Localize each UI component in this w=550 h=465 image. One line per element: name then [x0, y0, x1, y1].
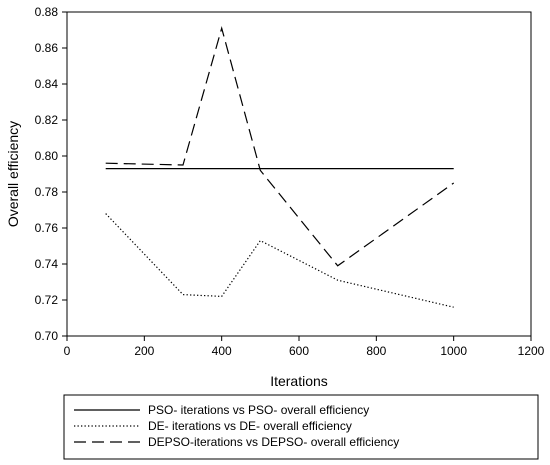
x-axis-title: Iterations — [270, 373, 328, 389]
y-tick-label: 0.76 — [35, 221, 59, 235]
x-tick-label: 800 — [366, 344, 386, 358]
series-line-dashed — [105, 25, 455, 267]
legend: PSO- iterations vs PSO- overall efficien… — [63, 394, 539, 460]
x-tick-label: 0 — [64, 344, 71, 358]
legend-label: DEPSO-iterations vs DEPSO- overall effic… — [148, 435, 399, 449]
x-tick-label: 200 — [134, 344, 154, 358]
x-tick-label: 1200 — [518, 344, 545, 358]
legend-items: PSO- iterations vs PSO- overall efficien… — [74, 403, 399, 449]
series-lines — [105, 25, 455, 308]
x-axis-ticks: 0 200 400 600 800 1000 1200 — [64, 336, 545, 358]
y-tick-label: 0.78 — [35, 185, 59, 199]
y-tick-label: 0.70 — [35, 329, 59, 343]
y-axis-ticks: 0.70 0.72 0.74 0.76 0.78 0.80 0.82 0.84 0.86 0.88 — [35, 5, 67, 343]
y-tick-label: 0.74 — [35, 257, 59, 271]
series-line-dotted — [105, 213, 454, 308]
y-tick-label: 0.80 — [35, 149, 59, 163]
y-tick-label: 0.72 — [35, 293, 59, 307]
y-axis-title: Overall efficiency — [5, 121, 21, 227]
y-tick-label: 0.86 — [35, 41, 59, 55]
x-tick-label: 400 — [212, 344, 232, 358]
x-tick-label: 600 — [289, 344, 309, 358]
y-tick-label: 0.84 — [35, 77, 59, 91]
legend-label: PSO- iterations vs PSO- overall efficien… — [148, 403, 369, 417]
legend-label: DE- iterations vs DE- overall efficiency — [148, 419, 352, 433]
y-tick-label: 0.88 — [35, 5, 59, 19]
plot-frame — [66, 11, 532, 337]
x-tick-label: 1000 — [440, 344, 467, 358]
y-tick-label: 0.82 — [35, 113, 59, 127]
legend-box — [63, 394, 539, 460]
